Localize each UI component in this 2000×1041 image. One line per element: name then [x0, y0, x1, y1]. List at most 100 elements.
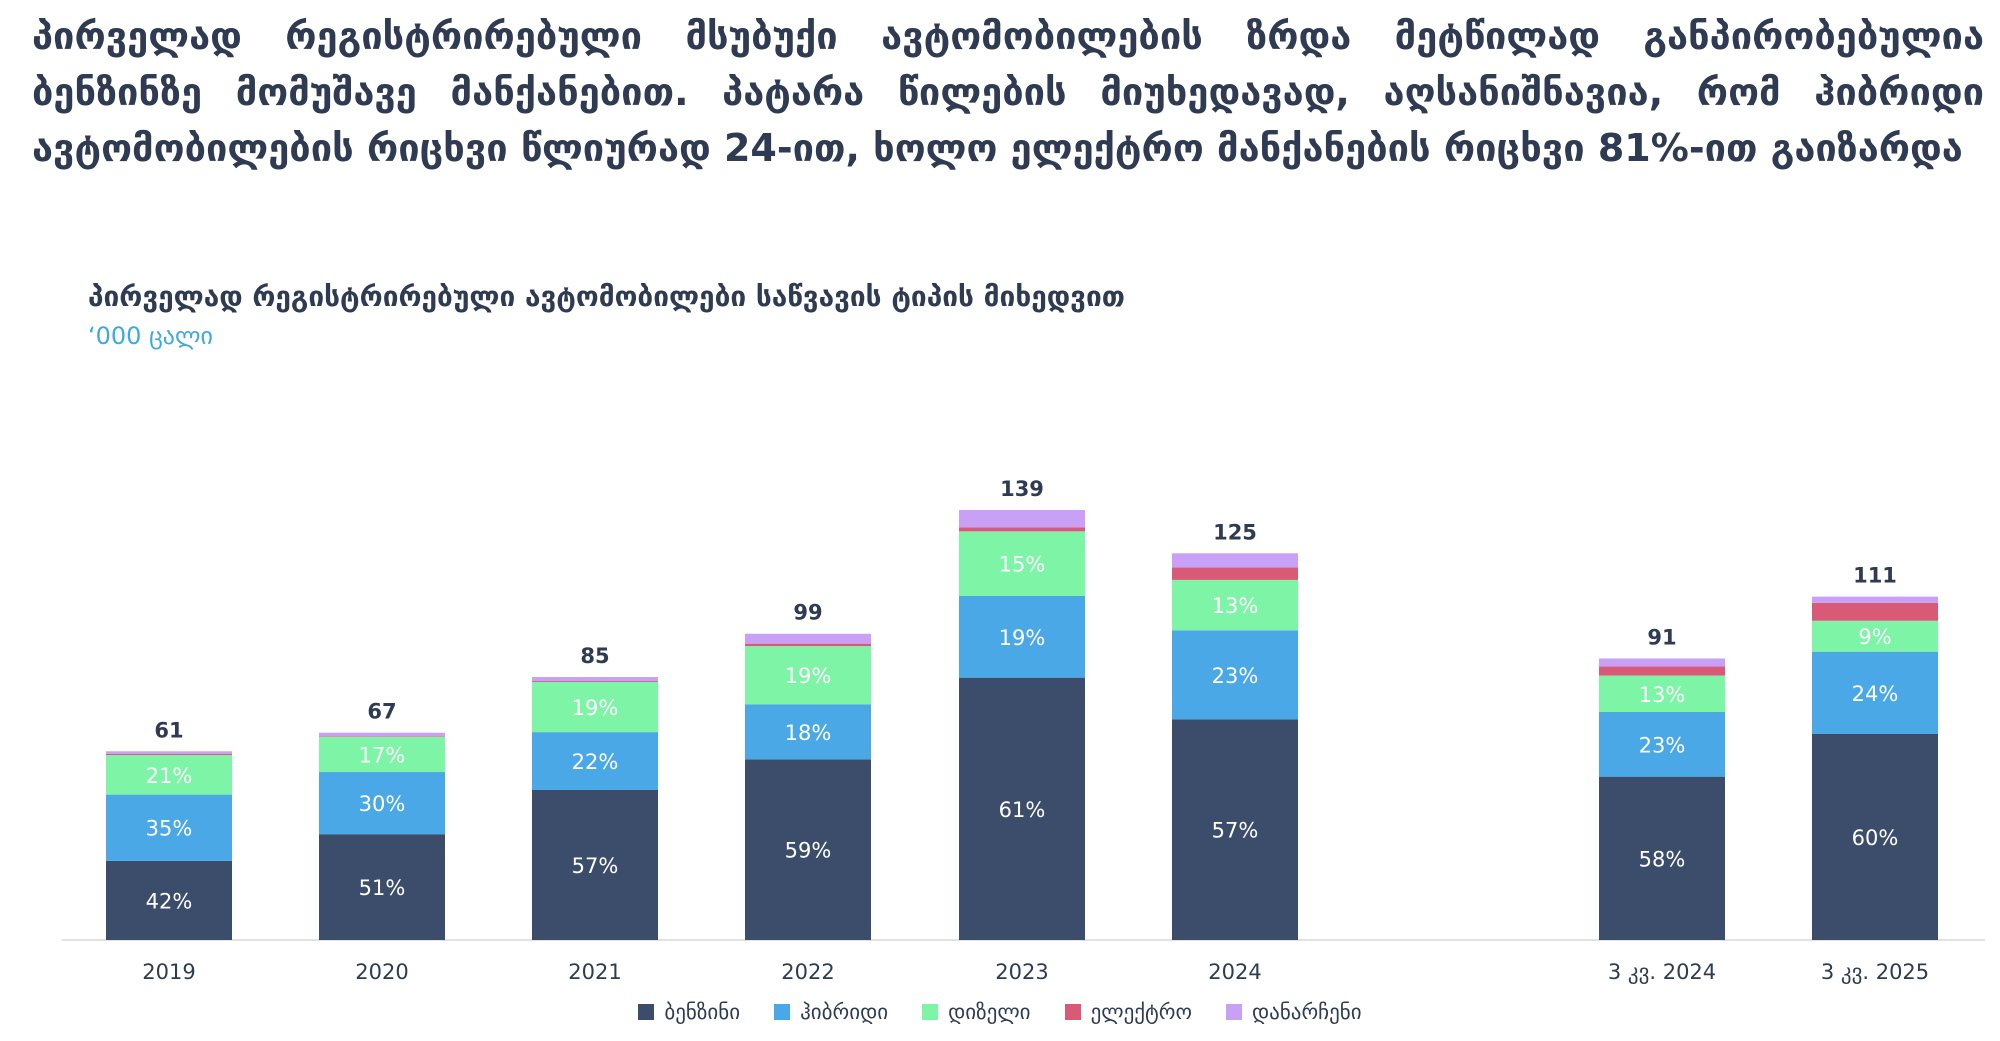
bar-segment-4-5 [959, 527, 1085, 532]
segment-label-2-5: 19% [999, 626, 1046, 650]
segment-label-3-3: 19% [572, 696, 619, 720]
segment-label-2-8: 24% [1852, 682, 1899, 706]
bar-segment-5-1 [106, 751, 232, 754]
segment-label-1-8: 60% [1852, 826, 1899, 850]
bar-segment-4-6 [1172, 567, 1298, 580]
bar-segment-3-8 [1812, 620, 1938, 652]
legend-item-1: ბენზინი [638, 1000, 740, 1024]
segment-label-3-8: 9% [1858, 625, 1891, 649]
segment-label-2-4: 18% [785, 721, 832, 745]
total-label-5: 139 [1000, 477, 1044, 501]
segment-label-1-3: 57% [572, 854, 619, 878]
segment-label-2-6: 23% [1212, 664, 1259, 688]
segment-label-1-6: 57% [1212, 819, 1259, 843]
category-label-2: 2020 [355, 960, 408, 984]
segment-label-1-7: 58% [1639, 847, 1686, 871]
total-label-6: 125 [1213, 520, 1257, 544]
bar-segment-4-8 [1812, 602, 1938, 621]
bar-segment-2-4 [745, 704, 871, 760]
legend-swatch-1 [638, 1004, 655, 1020]
bar-segment-2-8 [1812, 651, 1938, 734]
bar-segment-3-1 [106, 755, 232, 795]
category-label-1: 2019 [142, 960, 195, 984]
bar-segment-3-3 [532, 682, 658, 733]
legend-label-2: ჰიბრიდი [800, 1000, 889, 1024]
bar-segment-5-8 [1812, 596, 1938, 603]
bar-segment-5-7 [1599, 658, 1725, 667]
bar-segment-1-4 [745, 759, 871, 940]
bar-segment-4-2 [319, 736, 445, 737]
legend-swatch-4 [1064, 1004, 1081, 1020]
bar-segment-1-7 [1599, 776, 1725, 940]
total-label-7: 91 [1647, 625, 1676, 649]
bar-segment-1-2 [319, 834, 445, 940]
legend-label-5: დანარჩენი [1251, 1000, 1362, 1024]
legend-swatch-3 [922, 1004, 939, 1020]
bar-segment-1-8 [1812, 733, 1938, 940]
segment-label-1-5: 61% [999, 798, 1046, 822]
segment-label-3-6: 13% [1212, 594, 1259, 618]
bar-segment-2-5 [959, 596, 1085, 678]
headline: პირველად რეგისტრირებული მსუბუქი ავტომობი… [32, 14, 1984, 170]
legend-item-4: ელექტრო [1064, 1000, 1192, 1024]
bar-segment-1-5 [959, 677, 1085, 940]
total-label-8: 111 [1853, 564, 1897, 588]
segment-label-2-7: 23% [1639, 733, 1686, 757]
bar-segment-5-6 [1172, 553, 1298, 568]
segment-label-3-1: 21% [146, 764, 193, 788]
bar-segment-2-3 [532, 732, 658, 790]
bar-segment-2-2 [319, 772, 445, 835]
bar-segment-5-2 [319, 732, 445, 737]
segment-label-2-2: 30% [359, 792, 406, 816]
bar-segment-5-5 [959, 510, 1085, 528]
legend-label-4: ელექტრო [1090, 1000, 1192, 1024]
total-label-4: 99 [793, 601, 822, 625]
total-label-1: 61 [154, 718, 183, 742]
bar-segment-4-4 [745, 643, 871, 647]
bar-segment-4-1 [106, 753, 232, 756]
segment-label-3-7: 13% [1639, 683, 1686, 707]
bar-segment-5-3 [532, 677, 658, 682]
bar-segment-2-6 [1172, 630, 1298, 720]
total-label-3: 85 [580, 644, 609, 668]
chart-legend: ბენზინი ჰიბრიდი დიზელი ელექტრო დანარჩენი [0, 1000, 2000, 1024]
legend-item-3: დიზელი [922, 1000, 1031, 1024]
stacked-bar-chart: 42% 35% 21% 61 2019 51% 30% 17% 67 2020 57% 22% 19% 8… [62, 477, 1985, 984]
bar-segment-3-5 [959, 531, 1085, 596]
bar-segment-4-3 [532, 681, 658, 682]
segment-label-1-1: 42% [146, 889, 193, 913]
segment-label-2-3: 22% [572, 750, 619, 774]
segment-label-3-2: 17% [359, 743, 406, 767]
segment-label-3-5: 15% [999, 553, 1046, 577]
bar-segment-2-7 [1599, 712, 1725, 777]
legend-swatch-5 [1225, 1004, 1242, 1020]
legend-label-1: ბენზინი [664, 1000, 741, 1024]
legend-item-2: ჰიბრიდი [774, 1000, 888, 1024]
bar-segment-3-2 [319, 736, 445, 773]
legend-swatch-2 [774, 1004, 791, 1020]
segment-label-1-4: 59% [785, 839, 832, 863]
category-label-6: 2024 [1208, 960, 1261, 984]
category-label-7: 3 კვ. 2024 [1608, 960, 1716, 984]
bar-segment-3-4 [745, 646, 871, 705]
bar-segment-4-7 [1599, 666, 1725, 676]
category-label-4: 2022 [781, 960, 834, 984]
segment-label-1-2: 51% [359, 876, 406, 900]
bar-segment-5-4 [745, 633, 871, 644]
bar-segment-3-6 [1172, 579, 1298, 631]
total-label-2: 67 [367, 700, 396, 724]
segment-label-2-1: 35% [146, 817, 193, 841]
chart-title: პირველად რეგისტრირებული ავტომობილები საწ… [88, 280, 1125, 313]
bar-segment-1-3 [532, 789, 658, 940]
category-label-5: 2023 [995, 960, 1048, 984]
legend-item-5: დანარჩენი [1225, 1000, 1362, 1024]
legend-label-3: დიზელი [948, 1000, 1031, 1024]
bar-segment-2-1 [106, 794, 232, 861]
category-label-3: 2021 [568, 960, 621, 984]
chart-unit: ‘000 ცალი [88, 322, 213, 350]
category-label-8: 3 კვ. 2025 [1821, 960, 1929, 984]
segment-label-3-4: 19% [785, 664, 832, 688]
bar-segment-1-6 [1172, 719, 1298, 940]
bar-segment-1-1 [106, 860, 232, 940]
bar-segment-3-7 [1599, 675, 1725, 713]
